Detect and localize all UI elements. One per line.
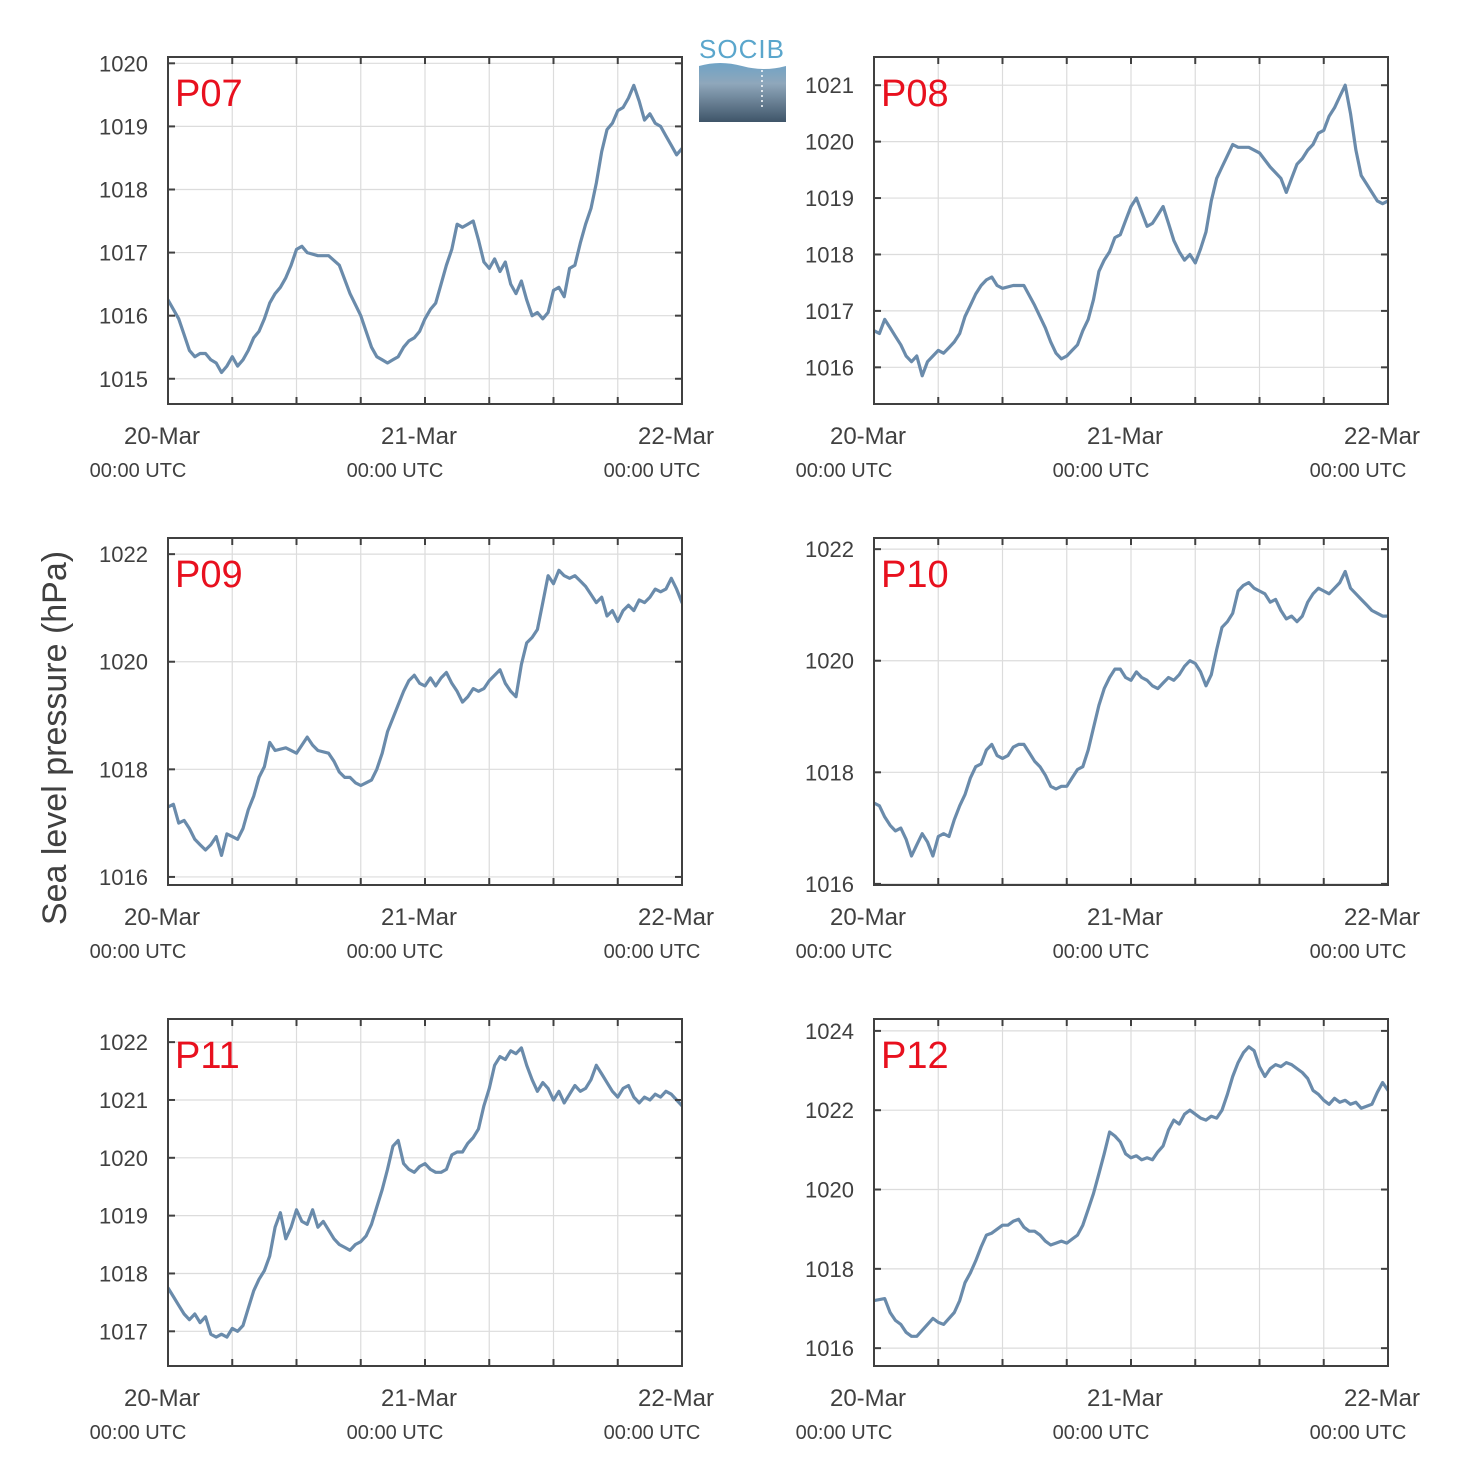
y-tick-label: 1024 xyxy=(805,1019,854,1044)
y-tick-label: 1020 xyxy=(805,649,854,674)
x-tick-label-date: 20-Mar xyxy=(124,423,200,450)
x-tick-label-time: 00:00 UTC xyxy=(1310,941,1407,963)
panel-label: P12 xyxy=(881,1035,949,1077)
y-tick-label: 1020 xyxy=(805,130,854,155)
y-tick-label: 1022 xyxy=(99,542,148,567)
x-tick-label-time: 00:00 UTC xyxy=(604,460,701,482)
y-tick-label: 1021 xyxy=(99,1088,148,1113)
x-tick-label-time: 00:00 UTC xyxy=(90,941,187,963)
series-line-p07 xyxy=(168,83,682,375)
x-tick-label-date: 20-Mar xyxy=(830,423,906,450)
y-axis-label: Sea level pressure (hPa) xyxy=(36,551,74,925)
x-tick-label-time: 00:00 UTC xyxy=(1053,1422,1150,1444)
y-tick-label: 1018 xyxy=(805,1257,854,1282)
x-tick-label-time: 00:00 UTC xyxy=(1310,1422,1407,1444)
x-tick-label-time: 00:00 UTC xyxy=(347,460,444,482)
x-tick-label-time: 00:00 UTC xyxy=(796,941,893,963)
y-tick-label: 1020 xyxy=(805,1178,854,1203)
y-tick-label: 1018 xyxy=(99,177,148,202)
x-tick-label-time: 00:00 UTC xyxy=(347,1422,444,1444)
x-tick-label-time: 00:00 UTC xyxy=(604,941,701,963)
x-tick-label-date: 20-Mar xyxy=(124,1385,200,1412)
panel-label: P09 xyxy=(175,554,243,596)
panel-label: P07 xyxy=(175,73,243,115)
x-tick-label-time: 00:00 UTC xyxy=(604,1422,701,1444)
x-tick-label-date: 21-Mar xyxy=(381,904,457,931)
y-tick-label: 1018 xyxy=(99,757,148,782)
x-tick-label-date: 20-Mar xyxy=(830,904,906,931)
x-tick-label-date: 21-Mar xyxy=(1087,904,1163,931)
x-tick-label-date: 22-Mar xyxy=(638,904,714,931)
y-tick-label: 1017 xyxy=(99,241,148,266)
y-tick-label: 1016 xyxy=(99,304,148,329)
x-tick-label-time: 00:00 UTC xyxy=(347,941,444,963)
y-tick-label: 1020 xyxy=(99,650,148,675)
series-line-p12 xyxy=(874,1045,1388,1338)
series-line-p10 xyxy=(874,569,1388,858)
x-tick-label-date: 22-Mar xyxy=(1344,1385,1420,1412)
socib-logo-wave xyxy=(699,63,786,122)
chart-panel-p09: 1016 1018 1020 1022 20-Mar 00:00 UTC 21-Mar 00:… xyxy=(90,537,714,963)
x-tick-label-time: 00:00 UTC xyxy=(796,1422,893,1444)
x-tick-label-date: 20-Mar xyxy=(830,1385,906,1412)
y-tick-label: 1015 xyxy=(99,367,148,392)
socib-logo-text: SOCIB xyxy=(699,34,785,64)
y-tick-label: 1019 xyxy=(99,1204,148,1229)
y-tick-label: 1022 xyxy=(805,537,854,562)
x-tick-label-date: 21-Mar xyxy=(381,1385,457,1412)
y-tick-label: 1017 xyxy=(99,1319,148,1344)
y-tick-label: 1016 xyxy=(805,355,854,380)
x-tick-label-time: 00:00 UTC xyxy=(1310,460,1407,482)
y-tick-label: 1022 xyxy=(99,1030,148,1055)
series-line-p11 xyxy=(168,1046,682,1339)
y-tick-label: 1019 xyxy=(99,114,148,139)
x-tick-label-date: 22-Mar xyxy=(1344,904,1420,931)
series-line-p08 xyxy=(874,83,1388,378)
y-tick-label: 1016 xyxy=(805,1336,854,1361)
panel-label: P11 xyxy=(175,1035,240,1077)
y-tick-label: 1021 xyxy=(805,73,854,98)
y-tick-label: 1016 xyxy=(805,872,854,897)
chart-panel-p08: 1016 1017 1018 1019 1020 1021 20-Mar 00:00 UTC 2… xyxy=(796,56,1420,482)
x-tick-label-date: 22-Mar xyxy=(638,423,714,450)
x-tick-label-time: 00:00 UTC xyxy=(90,1422,187,1444)
y-tick-label: 1018 xyxy=(805,760,854,785)
y-tick-label: 1022 xyxy=(805,1098,854,1123)
socib-logo: SOCIB xyxy=(699,34,786,122)
y-tick-label: 1019 xyxy=(805,186,854,211)
x-tick-label-time: 00:00 UTC xyxy=(90,460,187,482)
x-tick-label-date: 22-Mar xyxy=(638,1385,714,1412)
y-tick-label: 1016 xyxy=(99,865,148,890)
panel-label: P10 xyxy=(881,554,949,596)
y-tick-label: 1018 xyxy=(99,1261,148,1286)
x-tick-label-date: 20-Mar xyxy=(124,904,200,931)
chart-panel-p10: 1016 1018 1020 1022 20-Mar 00:00 UTC 21-Mar 00:… xyxy=(796,537,1420,963)
x-tick-label-date: 21-Mar xyxy=(381,423,457,450)
y-tick-label: 1017 xyxy=(805,299,854,324)
series-line-p09 xyxy=(168,568,682,857)
chart-panel-p07: 1015 1016 1017 1018 1019 1020 20-Mar 00:00 UTC 2… xyxy=(90,51,714,482)
panels: 1015 1016 1017 1018 1019 1020 20-Mar 00:00 UTC 2… xyxy=(90,51,1420,1444)
y-tick-label: 1020 xyxy=(99,1146,148,1171)
chart-panel-p12: 1016 1018 1020 1022 1024 20-Mar 00:00 UTC 21-Ma… xyxy=(796,1018,1420,1444)
x-tick-label-date: 22-Mar xyxy=(1344,423,1420,450)
panel-label: P08 xyxy=(881,73,949,115)
x-tick-label-date: 21-Mar xyxy=(1087,423,1163,450)
y-tick-label: 1020 xyxy=(99,51,148,76)
x-tick-label-date: 21-Mar xyxy=(1087,1385,1163,1412)
x-tick-label-time: 00:00 UTC xyxy=(796,460,893,482)
x-tick-label-time: 00:00 UTC xyxy=(1053,460,1150,482)
y-tick-label: 1018 xyxy=(805,242,854,267)
chart-panel-p11: 1017 1018 1019 1020 1021 1022 20-Mar 00:00 UTC 2… xyxy=(90,1018,714,1444)
x-tick-label-time: 00:00 UTC xyxy=(1053,941,1150,963)
